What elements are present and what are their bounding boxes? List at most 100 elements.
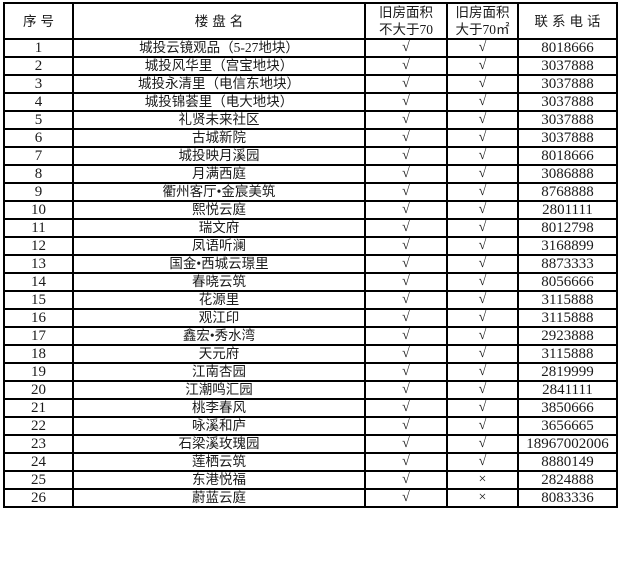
phone-number: 3115888: [517, 308, 618, 328]
area-gt70-mark: √: [446, 290, 519, 310]
area-gt70-mark: √: [446, 362, 519, 382]
property-name: 瑞文府: [72, 218, 366, 238]
row-index: 12: [3, 236, 74, 256]
area-gt70-mark: ×: [446, 488, 519, 508]
table-row: 24 莲栖云筑 √ √ 8880149: [3, 452, 618, 472]
area-le70-mark: √: [364, 254, 448, 274]
phone-number: 2841111: [517, 380, 618, 400]
phone-number: 3086888: [517, 164, 618, 184]
area-le70-mark: √: [364, 488, 448, 508]
header-area-le70-line2: 不大于70: [379, 22, 433, 37]
area-gt70-mark: √: [446, 326, 519, 346]
table-row: 16 观江印 √ √ 3115888: [3, 308, 618, 328]
table-row: 11 瑞文府 √ √ 8012798: [3, 218, 618, 238]
row-index: 14: [3, 272, 74, 292]
phone-number: 8056666: [517, 272, 618, 292]
phone-number: 8873333: [517, 254, 618, 274]
area-le70-mark: √: [364, 236, 448, 256]
area-le70-mark: √: [364, 92, 448, 112]
area-gt70-mark: √: [446, 38, 519, 58]
area-le70-mark: √: [364, 308, 448, 328]
property-listing-table: 序号 楼盘名 旧房面积 不大于70 旧房面积 大于70㎡ 联系电话 1 城投云镜观…: [3, 2, 618, 508]
table-row: 7 城投映月溪园 √ √ 8018666: [3, 146, 618, 166]
area-le70-mark: √: [364, 326, 448, 346]
area-gt70-mark: √: [446, 218, 519, 238]
property-name: 城投锦荟里（电大地块）: [72, 92, 366, 112]
phone-number: 3115888: [517, 290, 618, 310]
header-area-gt70-line2: 大于70㎡: [455, 22, 510, 37]
area-gt70-mark: √: [446, 110, 519, 130]
area-gt70-mark: √: [446, 200, 519, 220]
area-le70-mark: √: [364, 380, 448, 400]
row-index: 19: [3, 362, 74, 382]
table-row: 6 古城新院 √ √ 3037888: [3, 128, 618, 148]
property-name: 莲栖云筑: [72, 452, 366, 472]
phone-number: 8083336: [517, 488, 618, 508]
property-name: 江南杏园: [72, 362, 366, 382]
area-gt70-mark: √: [446, 164, 519, 184]
row-index: 11: [3, 218, 74, 238]
property-name: 月满西庭: [72, 164, 366, 184]
phone-number: 3115888: [517, 344, 618, 364]
phone-number: 3850666: [517, 398, 618, 418]
table-row: 8 月满西庭 √ √ 3086888: [3, 164, 618, 184]
area-le70-mark: √: [364, 272, 448, 292]
header-property-name: 楼盘名: [72, 2, 366, 40]
phone-number: 8768888: [517, 182, 618, 202]
property-name: 熙悦云庭: [72, 200, 366, 220]
table-row: 1 城投云镜观品（5-27地块） √ √ 8018666: [3, 38, 618, 58]
table-row: 10 熙悦云庭 √ √ 2801111: [3, 200, 618, 220]
property-name: 东港悦福: [72, 470, 366, 490]
table-row: 18 天元府 √ √ 3115888: [3, 344, 618, 364]
row-index: 18: [3, 344, 74, 364]
row-index: 13: [3, 254, 74, 274]
area-le70-mark: √: [364, 110, 448, 130]
area-gt70-mark: √: [446, 56, 519, 76]
property-name: 春晓云筑: [72, 272, 366, 292]
table-row: 20 江潮鸣汇园 √ √ 2841111: [3, 380, 618, 400]
row-index: 23: [3, 434, 74, 454]
phone-number: 2801111: [517, 200, 618, 220]
header-row: 序号 楼盘名 旧房面积 不大于70 旧房面积 大于70㎡ 联系电话: [3, 2, 618, 40]
phone-number: 3037888: [517, 56, 618, 76]
header-phone: 联系电话: [517, 2, 618, 40]
table-row: 4 城投锦荟里（电大地块） √ √ 3037888: [3, 92, 618, 112]
phone-number: 8012798: [517, 218, 618, 238]
row-index: 6: [3, 128, 74, 148]
row-index: 22: [3, 416, 74, 436]
property-name: 花源里: [72, 290, 366, 310]
area-le70-mark: √: [364, 290, 448, 310]
property-name: 江潮鸣汇园: [72, 380, 366, 400]
area-le70-mark: √: [364, 362, 448, 382]
row-index: 15: [3, 290, 74, 310]
header-area-le70-line1: 旧房面积: [379, 5, 433, 20]
row-index: 21: [3, 398, 74, 418]
row-index: 9: [3, 182, 74, 202]
header-area-le70: 旧房面积 不大于70: [364, 2, 448, 40]
row-index: 20: [3, 380, 74, 400]
area-gt70-mark: √: [446, 92, 519, 112]
area-le70-mark: √: [364, 56, 448, 76]
row-index: 2: [3, 56, 74, 76]
table-row: 2 城投风华里（宫宝地块） √ √ 3037888: [3, 56, 618, 76]
row-index: 24: [3, 452, 74, 472]
property-name: 礼贤未来社区: [72, 110, 366, 130]
property-name: 石梁溪玫瑰园: [72, 434, 366, 454]
table-body: 1 城投云镜观品（5-27地块） √ √ 8018666 2 城投风华里（宫宝地块） √ √ 30…: [3, 38, 618, 508]
property-name: 天元府: [72, 344, 366, 364]
row-index: 5: [3, 110, 74, 130]
area-le70-mark: √: [364, 398, 448, 418]
property-name: 城投永清里（电信东地块）: [72, 74, 366, 94]
property-name: 城投云镜观品（5-27地块）: [72, 38, 366, 58]
row-index: 7: [3, 146, 74, 166]
property-name: 城投映月溪园: [72, 146, 366, 166]
area-gt70-mark: √: [446, 398, 519, 418]
table-row: 17 鑫宏•秀水湾 √ √ 2923888: [3, 326, 618, 346]
area-gt70-mark: √: [446, 74, 519, 94]
phone-number: 2923888: [517, 326, 618, 346]
property-name: 古城新院: [72, 128, 366, 148]
table-row: 12 凤语听澜 √ √ 3168899: [3, 236, 618, 256]
phone-number: 18967002006: [517, 434, 618, 454]
property-name: 咏溪和庐: [72, 416, 366, 436]
row-index: 3: [3, 74, 74, 94]
